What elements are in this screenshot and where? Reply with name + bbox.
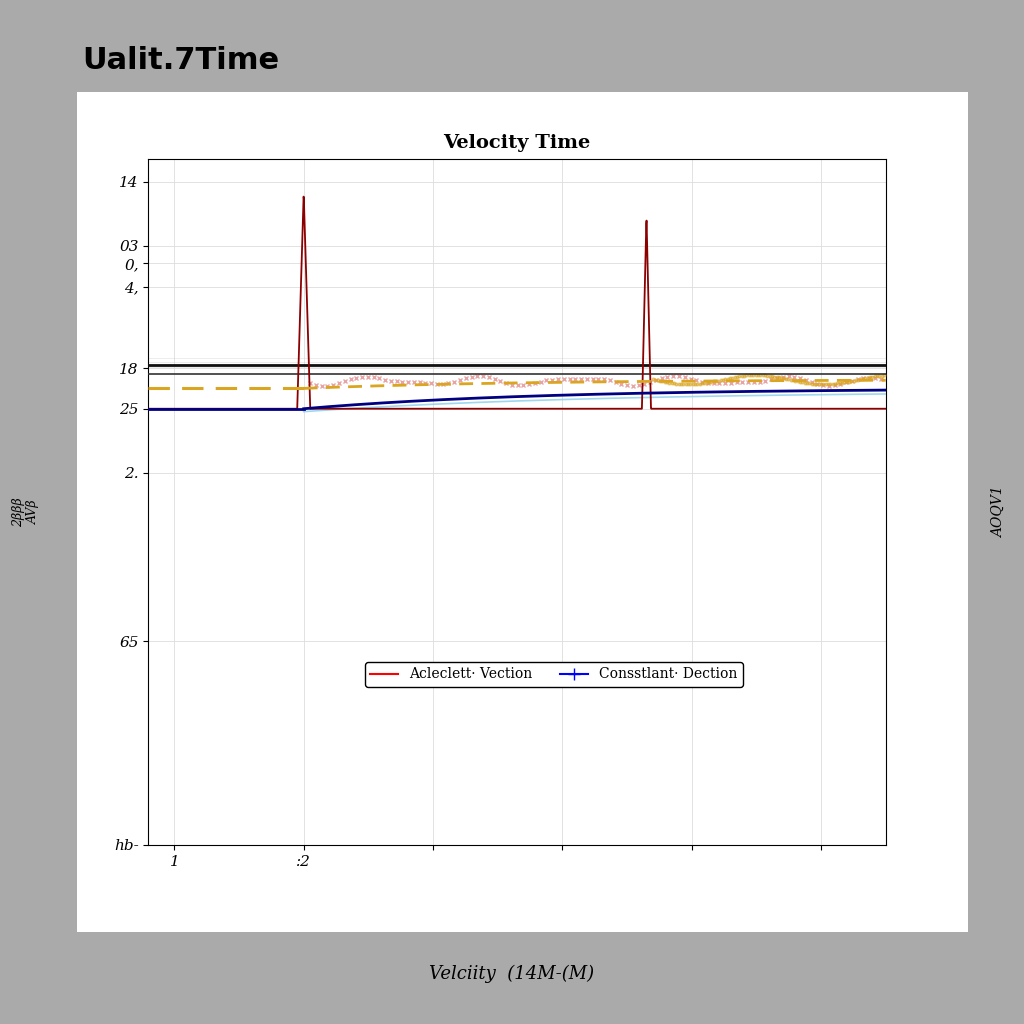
Text: Velciity  (14M-(M): Velciity (14M-(M) bbox=[429, 965, 595, 983]
Text: AOQV1: AOQV1 bbox=[991, 486, 1006, 538]
Text: Ualit.7Time: Ualit.7Time bbox=[82, 46, 280, 75]
Legend: Acleclett· Vection, Consstlant· Dection: Acleclett· Vection, Consstlant· Dection bbox=[365, 662, 743, 687]
Text: 2βββ
AVβ: 2βββ AVβ bbox=[11, 497, 40, 527]
Title: Velocity Time: Velocity Time bbox=[443, 133, 591, 152]
